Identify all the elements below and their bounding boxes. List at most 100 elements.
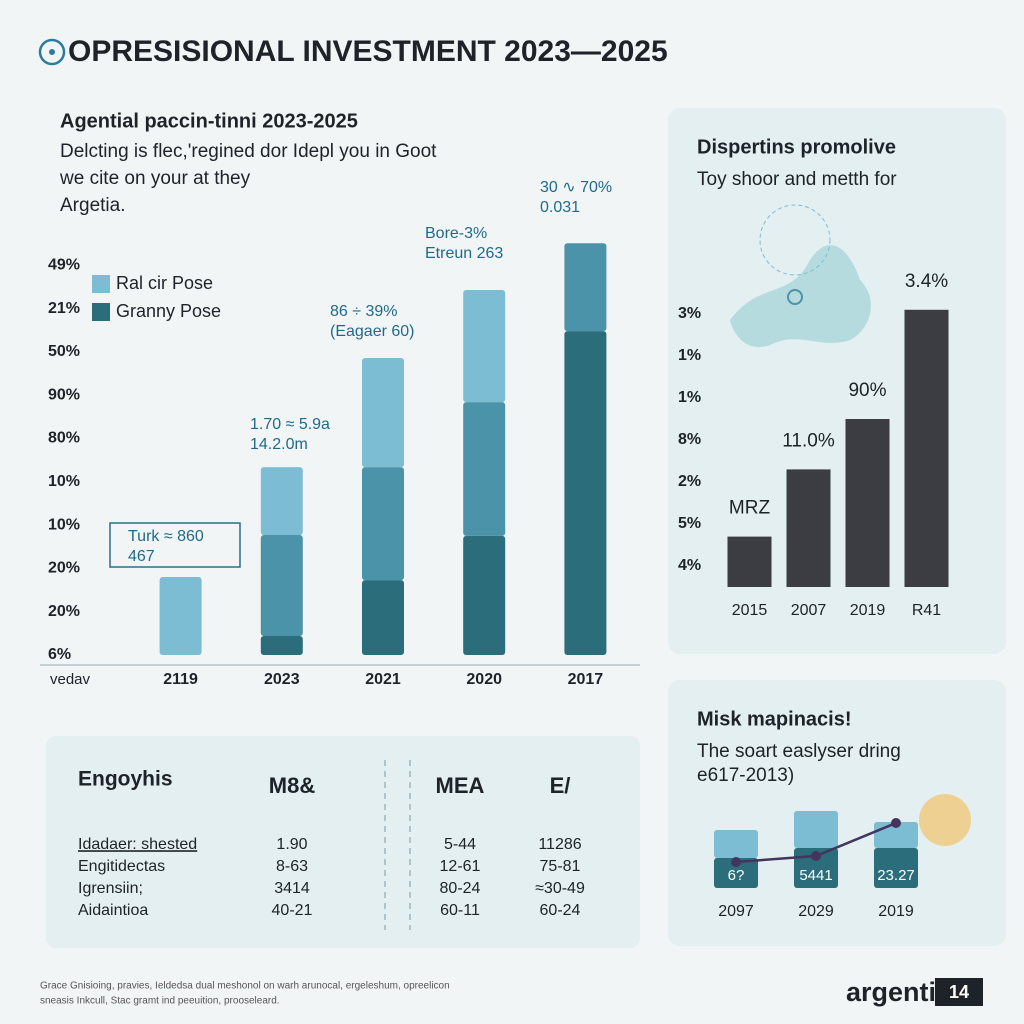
x-tick-label: 2017 [568,671,604,688]
column-header: MEA [436,773,485,798]
column-header: M8& [269,773,316,798]
footer-text: sneasis Inkcull, Stac gramt ind peeuitio… [40,996,280,1007]
table-title: Engoyhis [78,768,173,791]
bar-segment [260,467,303,536]
bar-label: 90% [848,380,886,401]
cell: 60-24 [540,902,581,919]
y-tick-label: 49% [48,257,80,274]
y-tick-label: 20% [48,603,80,620]
line-point [731,857,741,867]
y-tick-label: 80% [48,430,80,447]
bar-segment [362,357,404,468]
annotation: 14.2.0m [250,436,308,453]
annotation: 0.031 [540,199,580,216]
y-tick-label: 90% [48,386,80,403]
bar-segment [463,535,506,655]
x-tick-label: 2119 [163,671,198,688]
row-label: Igrensiin; [78,880,143,897]
y-tick-label: 10% [48,473,80,490]
cell: 75-81 [540,858,581,875]
footer-text: Grace Gnisioing, pravies, Ieldedsa dual … [40,981,450,992]
bar [727,536,772,587]
cell: 60-11 [440,902,480,919]
cell: 12-61 [440,858,481,875]
y-tick-label: 1% [678,347,701,364]
x-tick-label: R41 [912,602,941,619]
bar-segment [362,467,404,581]
annotation: Etreun 263 [425,245,503,262]
column-header: E/ [550,773,571,798]
annotation: 30 ∿ 70% [540,179,612,196]
brand-badge [935,978,983,1006]
bar-segment [463,289,506,403]
chart-subtitle: Toy shoor and metth for [697,169,897,190]
line-point [811,851,821,861]
annotation: 86 ÷ 39% [330,303,398,320]
map-decoration [759,204,831,276]
bar [786,469,831,587]
legend-label: Granny Pose [116,301,221,321]
chart-subtitle: e617-2013) [697,765,794,786]
x-tick-label: 2097 [718,903,754,920]
chart-subtitle: Delcting is flec,'regined dor Idepl you … [60,141,437,162]
x-tick-label: 2021 [365,671,401,688]
chart-subtitle: Argetia. [60,195,125,216]
cell: 40-21 [272,902,313,919]
map-decoration [787,289,803,305]
bar-segment [564,243,607,332]
y-tick-label: 10% [48,516,80,533]
x-tick-label: 2029 [798,903,834,920]
cell: 3414 [274,880,310,897]
annotation: 467 [128,548,155,565]
bar-label: 6? [728,867,745,884]
bar-segment [362,580,404,655]
cell: 1.90 [276,836,307,853]
bar-label: 5441 [799,867,832,884]
bar-label: MRZ [729,498,771,519]
y-tick-label: 50% [48,343,80,360]
bar-label: 11.0% [782,430,835,451]
annotation: Turk ≈ 860 [128,528,204,545]
chart-title: Misk mapinacis! [697,708,852,730]
y-tick-label: 3% [678,305,701,322]
x-tick-label: 2020 [466,671,502,688]
map-decoration [730,245,871,348]
bar-segment [260,535,303,636]
brand-badge-text: 14 [949,982,969,1002]
bar-segment [159,577,202,655]
y-tick-label: 4% [678,557,701,574]
x-axis-label: vedav [50,671,91,688]
header-icon [38,38,66,66]
x-tick-label: 2015 [732,602,768,619]
chart-title: Dispertins promolive [697,136,896,158]
cell: 5-44 [444,836,476,853]
bar-segment [794,811,838,848]
bar [845,419,890,587]
y-tick-label: 20% [48,560,80,577]
row-label: Idadaer: shested [78,836,197,853]
cell: 11286 [538,836,581,853]
header-icon [49,49,55,55]
bar-segment [874,848,918,888]
line-point [891,818,901,828]
bar-segment [463,402,506,536]
annotation: Bore-3% [425,225,487,242]
y-tick-label: 5% [678,515,701,532]
row-label: Aidaintioa [78,902,148,919]
chart-subtitle: we cite on your at they [59,168,251,189]
y-tick-label: 8% [678,431,701,448]
x-tick-label: 2019 [850,602,886,619]
y-tick-label: 2% [678,473,701,490]
bar-segment [260,635,303,655]
bar-segment [714,830,758,858]
row-label: Engitidectas [78,858,165,875]
bar-label: 23.27 [877,867,915,884]
bar-label: 3.4% [905,271,948,292]
annotation: (Eagaer 60) [330,323,415,340]
bar-segment [564,331,607,655]
y-tick-label: 1% [678,389,701,406]
chart-title: Agential paccin-tinni 2023-2025 [60,110,358,132]
legend-swatch [92,303,110,321]
